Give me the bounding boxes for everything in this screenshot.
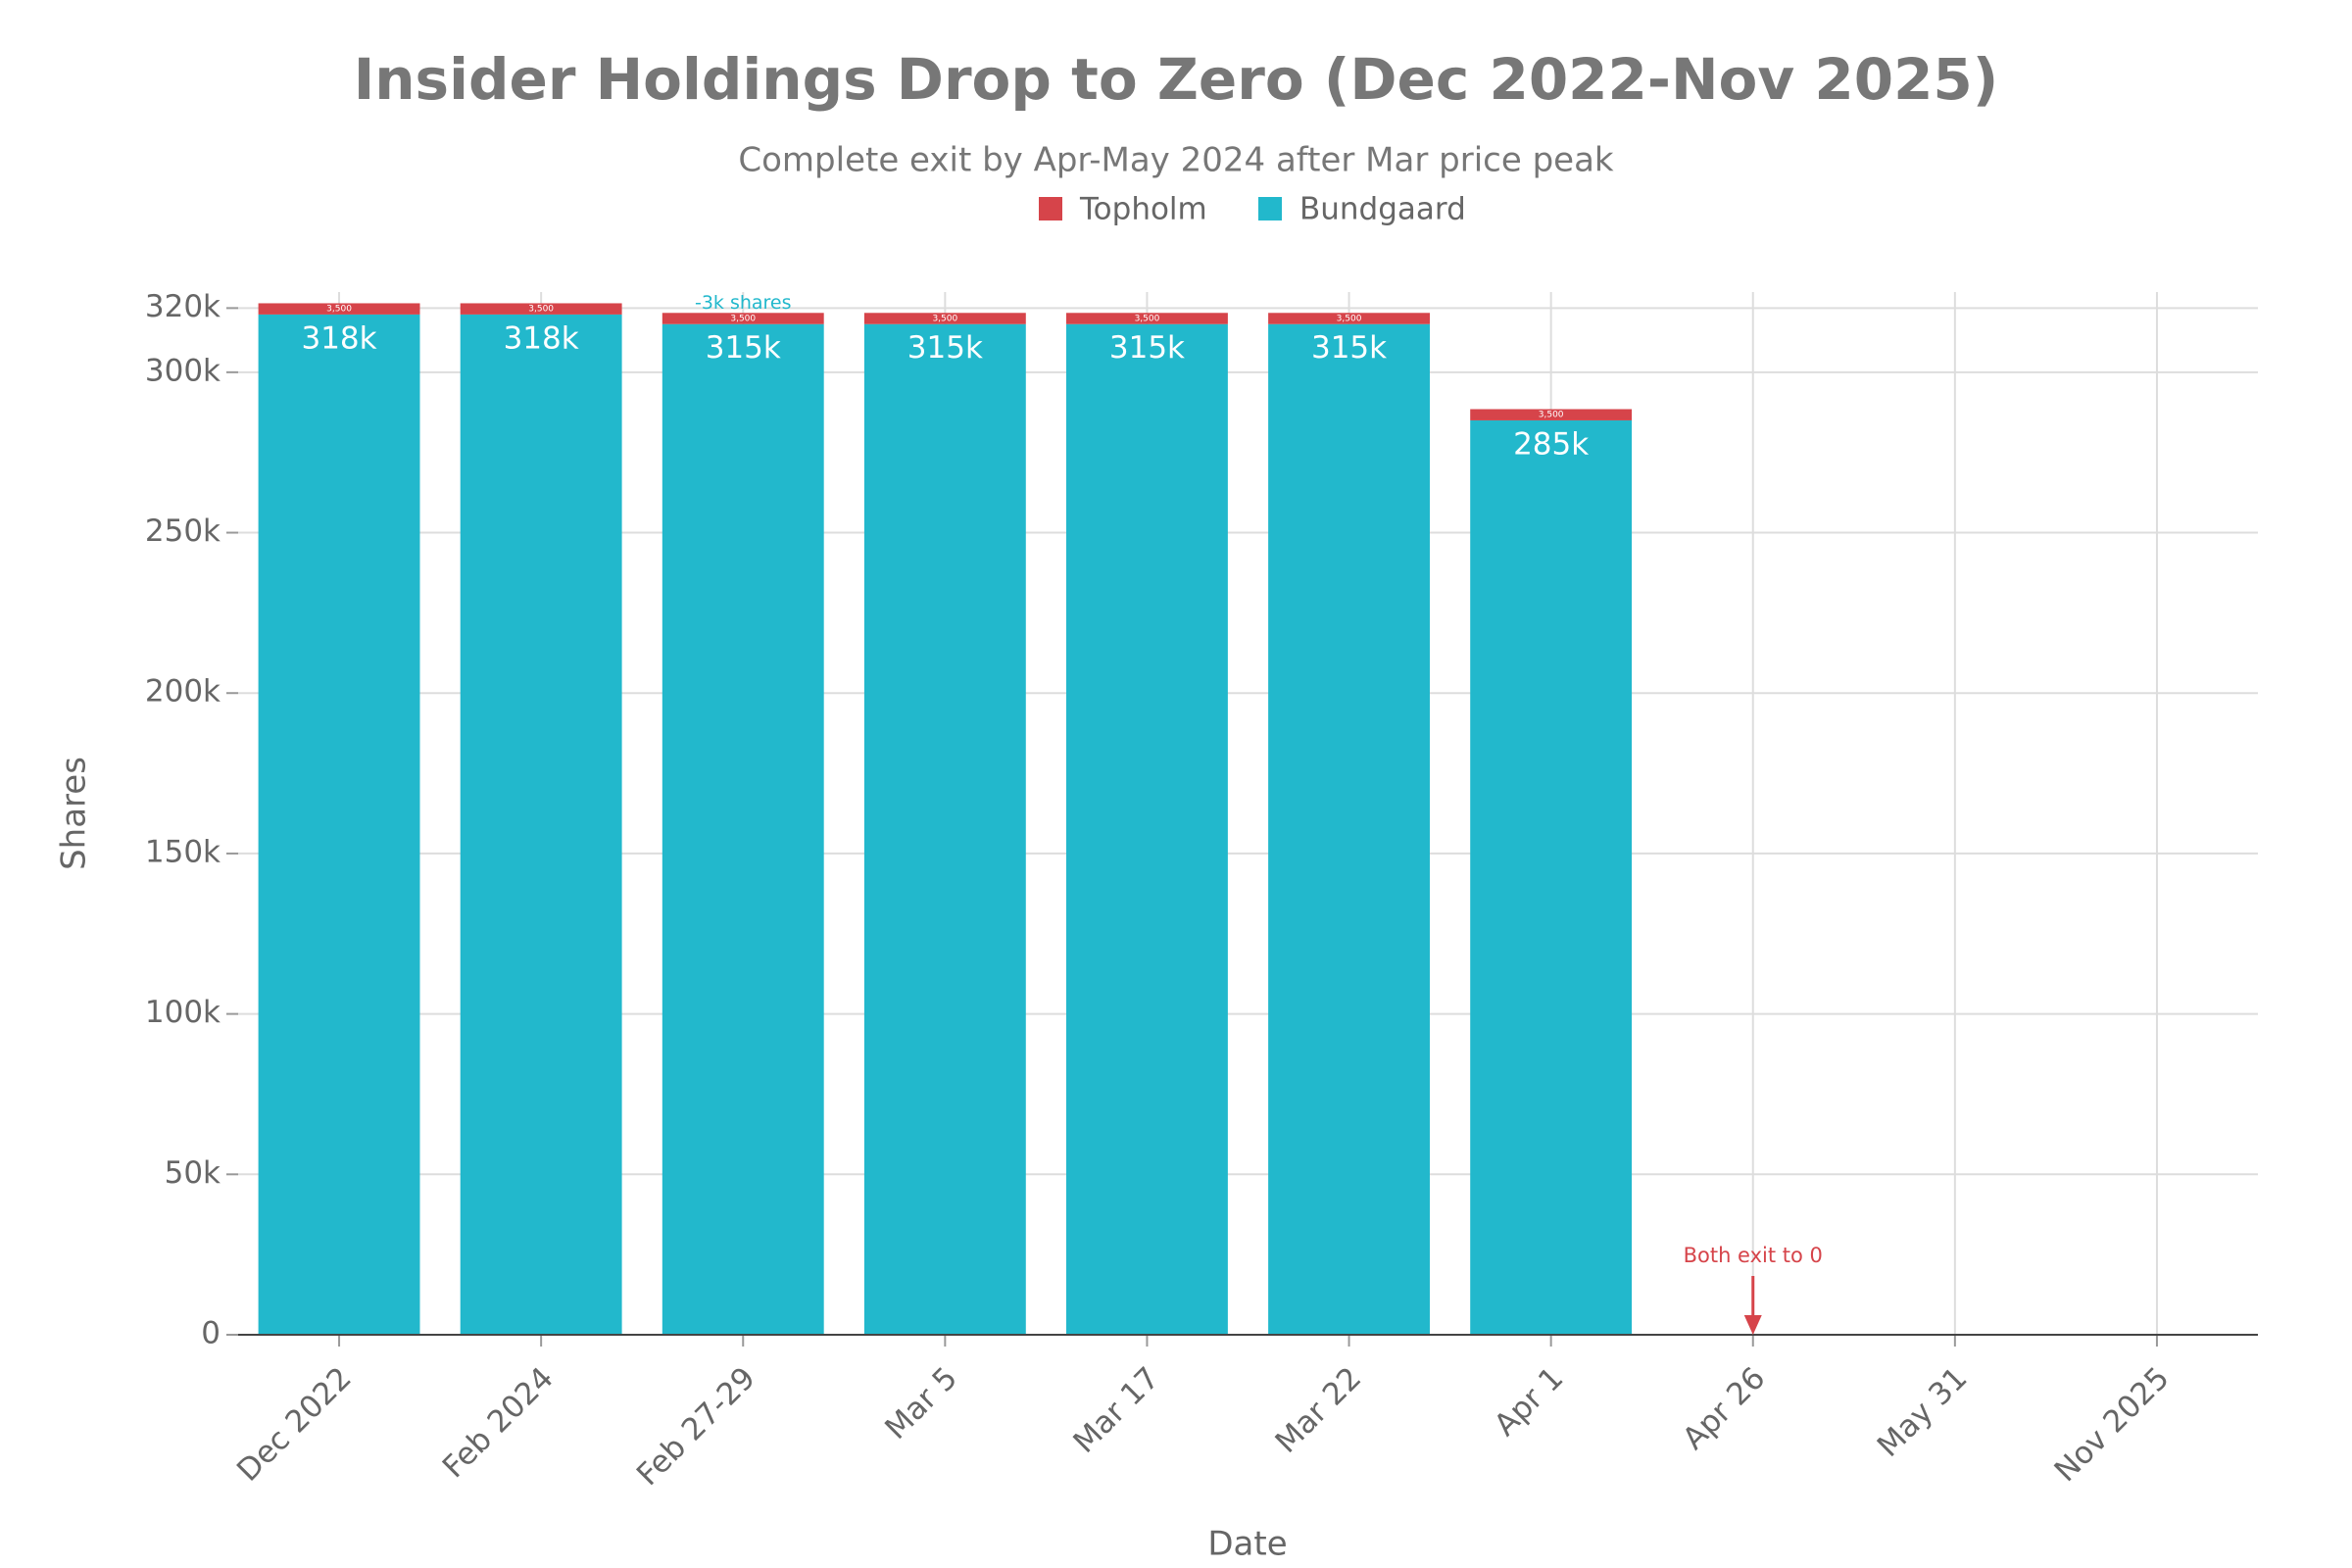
bar-segment <box>1066 313 1228 324</box>
data-label: 3,500 <box>1539 411 1564 420</box>
bar-segment <box>863 313 1026 324</box>
chart-title: Insider Holdings Drop to Zero (Dec 2022-… <box>354 46 1999 113</box>
x-tick-label: Mar 17 <box>1066 1360 1166 1460</box>
x-tick-label: Apr 26 <box>1676 1360 1772 1456</box>
x-axis-title: Date <box>1207 1525 1287 1564</box>
bar-segment <box>863 323 1026 1335</box>
data-label: 315k <box>1311 330 1387 366</box>
legend-label: Bundgaard <box>1299 192 1466 227</box>
data-label: 3,500 <box>932 315 957 324</box>
y-tick-label: 200k <box>145 674 220 710</box>
data-label: 3,500 <box>528 305 554 315</box>
data-label: 3,500 <box>730 315 756 324</box>
bar-segment <box>1470 419 1633 1335</box>
x-tick-label: Nov 2025 <box>2048 1360 2177 1489</box>
data-label: 3,500 <box>1337 315 1362 324</box>
chart-subtitle: Complete exit by Apr-May 2024 after Mar … <box>738 141 1614 180</box>
data-label: 315k <box>706 330 781 366</box>
x-tick-label: Mar 22 <box>1269 1360 1369 1460</box>
bar-segment <box>1470 409 1633 420</box>
x-tick-label: May 31 <box>1871 1360 1975 1464</box>
bar-segment <box>1066 323 1228 1335</box>
x-tick-label: Dec 2022 <box>230 1360 359 1489</box>
data-label: 318k <box>504 320 579 356</box>
bar-segment <box>662 313 824 324</box>
bar-segment <box>460 314 622 1335</box>
bar-segment <box>1268 323 1430 1335</box>
y-axis-title: Shares <box>55 757 94 870</box>
annotation: -3k shares <box>695 292 792 314</box>
y-tick-label: 0 <box>201 1316 220 1351</box>
bar-segment <box>460 303 622 315</box>
legend-swatch <box>1258 197 1282 220</box>
data-label: 3,500 <box>1135 315 1160 324</box>
y-tick-label: 300k <box>145 353 220 388</box>
bar-segment <box>662 323 824 1335</box>
y-tick-label: 320k <box>145 289 220 324</box>
y-tick-label: 100k <box>145 995 220 1030</box>
legend-swatch <box>1039 197 1062 220</box>
data-label: 3,500 <box>326 305 352 315</box>
x-tick-label: Mar 5 <box>878 1360 964 1446</box>
data-label: 315k <box>1109 330 1185 366</box>
x-tick-label: Apr 1 <box>1488 1360 1570 1443</box>
data-label: 285k <box>1513 426 1589 462</box>
bar-segment <box>258 314 420 1335</box>
bar-segment <box>258 303 420 315</box>
x-tick-label: Feb 27-29 <box>630 1360 762 1493</box>
y-tick-label: 150k <box>145 834 220 869</box>
y-tick-label: 250k <box>145 514 220 549</box>
data-label: 315k <box>907 330 983 366</box>
y-tick-label: 50k <box>165 1155 220 1191</box>
x-tick-label: Feb 2024 <box>436 1360 561 1485</box>
legend-label: Topholm <box>1079 192 1207 227</box>
annotation: Both exit to 0 <box>1684 1244 1823 1267</box>
data-label: 318k <box>301 320 376 356</box>
annotation-arrowhead <box>1743 1315 1762 1335</box>
bar-segment <box>1268 313 1430 324</box>
